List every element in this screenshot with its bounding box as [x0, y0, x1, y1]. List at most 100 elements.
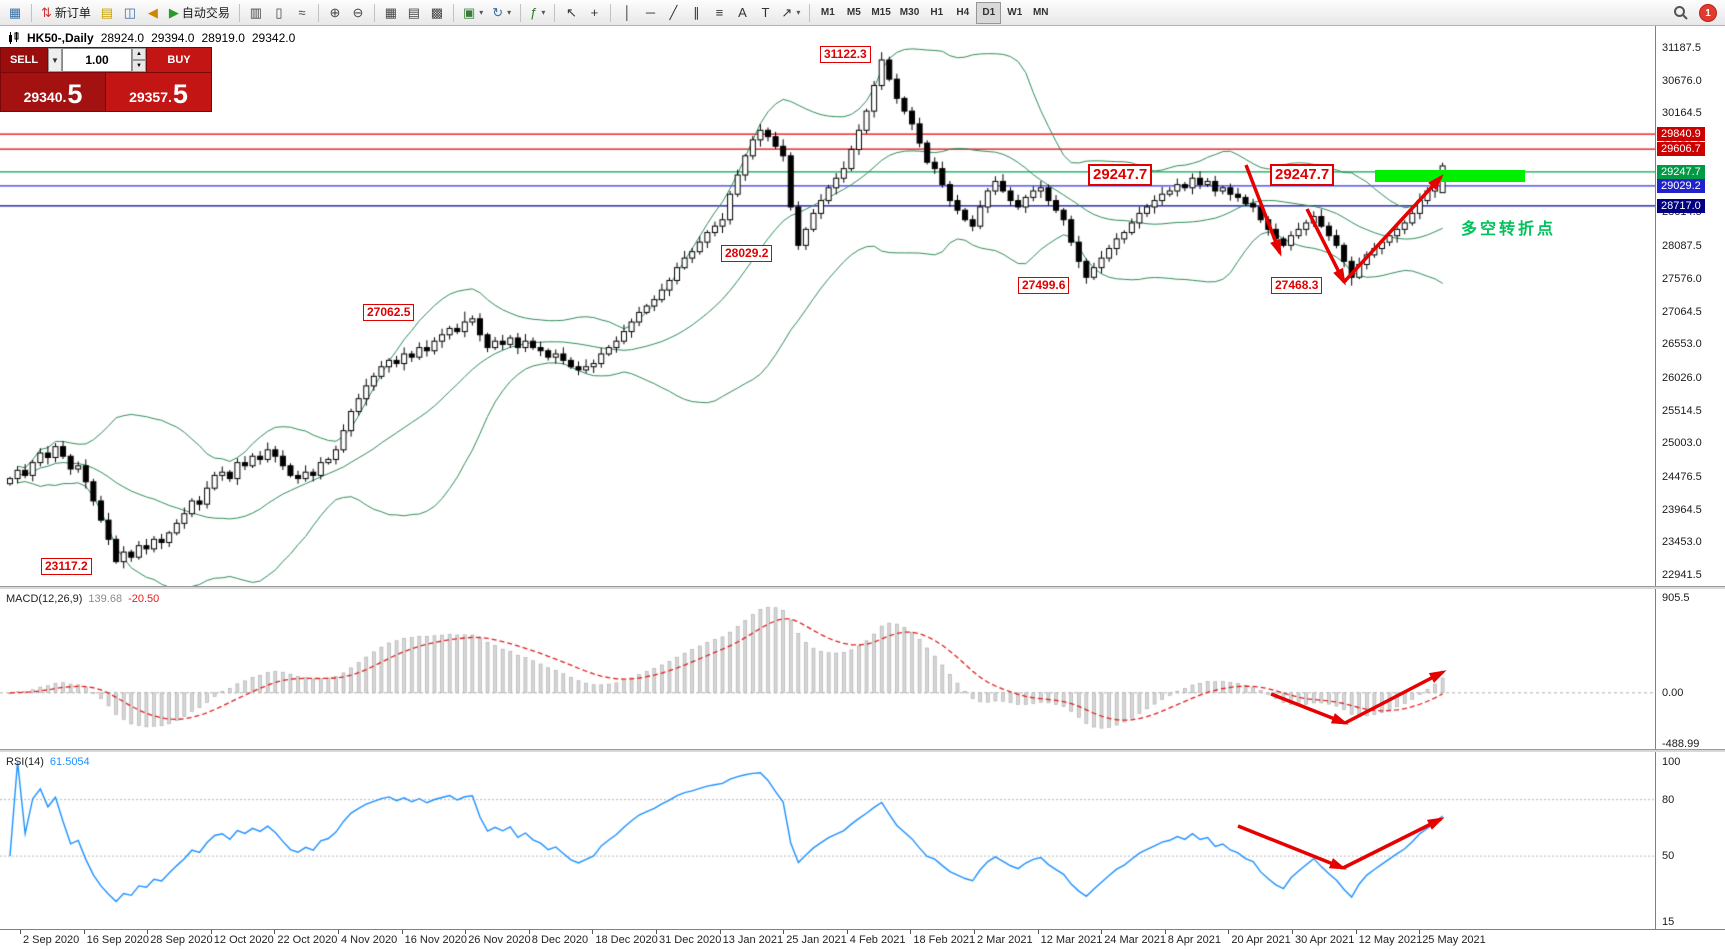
buy-button[interactable]: BUY	[146, 48, 211, 72]
price-scale-tick: 28087.5	[1662, 240, 1702, 253]
auto-trading-button-label: 自动交易	[181, 6, 230, 20]
price-scale-tick: 24476.5	[1662, 470, 1702, 483]
timeframe-h4[interactable]: H4	[950, 2, 975, 24]
auto-trading-button[interactable]: ▶ 自动交易	[165, 2, 234, 24]
horizontal-line-icon[interactable]: ─	[639, 2, 661, 24]
price-annotation-label[interactable]: 31122.3	[820, 46, 871, 63]
time-axis-label: 16 Sep 2020	[86, 934, 149, 946]
price-annotation-label[interactable]: 27468.3	[1271, 277, 1323, 294]
time-axis-tick	[783, 930, 785, 934]
indicators-icon-dropdown: ▾	[541, 8, 546, 17]
one-click-trading-panel: SELL ▼ ▲ ▼ BUY 29340. 5 29357. 5	[0, 47, 212, 112]
vertical-line-icon[interactable]: │	[616, 2, 638, 24]
quote-panel-top-row: SELL ▼ ▲ ▼ BUY	[1, 48, 211, 72]
new-order-button-label: 新订单	[54, 6, 91, 20]
price-scale-tick: 25003.0	[1662, 437, 1702, 450]
time-axis-label: 2 Sep 2020	[23, 934, 80, 946]
macd-label: MACD(12,26,9)	[6, 593, 83, 605]
price-line-tag: 28717.0	[1657, 198, 1705, 213]
new-chart-icon-glyph: ▣	[462, 5, 476, 20]
pane-separator[interactable]	[0, 586, 1725, 589]
sell-button[interactable]: SELL	[1, 48, 48, 72]
price-annotation-label[interactable]: 23117.2	[41, 558, 92, 575]
timeframe-m30[interactable]: M30	[896, 2, 923, 24]
toolbar-right-group: 1	[1673, 0, 1717, 26]
indicators-icon[interactable]: ƒ ▾	[526, 2, 549, 24]
price-annotation-label[interactable]: 29247.7	[1088, 164, 1153, 186]
zoom-out-icon[interactable]: ⊖	[347, 2, 369, 24]
new-order-button[interactable]: ⇅ 新订单	[37, 2, 95, 24]
zoom-out-icon-glyph: ⊖	[352, 5, 364, 20]
toolbar-separator	[809, 3, 811, 22]
timeframe-mn[interactable]: MN	[1028, 2, 1053, 24]
cursor-icon[interactable]: ↖	[560, 2, 582, 24]
bull-bear-turning-point-note[interactable]: 多空转折点	[1461, 221, 1557, 238]
arrange-windows-icon[interactable]: ▩	[426, 2, 448, 24]
rsi-scale-tick: 50	[1662, 850, 1675, 863]
rsi-pane-canvas[interactable]	[0, 752, 1655, 929]
profiles-icon[interactable]: ↻ ▾	[488, 2, 515, 24]
cascade-windows-icon[interactable]: ▤	[403, 2, 425, 24]
market-watch-icon[interactable]: ▤	[96, 2, 118, 24]
candlestick-icon[interactable]: ▯	[268, 2, 290, 24]
price-annotation-label[interactable]: 28029.2	[721, 245, 773, 262]
buy-price[interactable]: 29357. 5	[106, 73, 211, 111]
sell-price-big-digit: 5	[67, 79, 83, 109]
time-axis-tick	[1101, 930, 1103, 934]
price-scale-tick: 25514.5	[1662, 404, 1702, 417]
price-annotation-label[interactable]: 27062.5	[363, 304, 415, 321]
notification-badge[interactable]: 1	[1699, 4, 1717, 22]
search-icon[interactable]	[1673, 5, 1689, 21]
time-axis-label: 12 Mar 2021	[1040, 934, 1103, 946]
time-axis-label: 22 Oct 2020	[277, 934, 338, 946]
price-scale-tick: 31187.5	[1662, 42, 1701, 54]
zoom-in-icon[interactable]: ⊕	[324, 2, 346, 24]
sell-price[interactable]: 29340. 5	[1, 73, 106, 111]
trendline-icon[interactable]: ╱	[662, 2, 684, 24]
announcement-icon[interactable]: ◀	[142, 2, 164, 24]
price-annotation-label[interactable]: 27499.6	[1018, 277, 1070, 294]
line-chart-icon[interactable]: ≈	[291, 2, 313, 24]
bar-chart-icon-glyph: ▥	[249, 5, 263, 20]
ohlc-high: 29394.0	[151, 31, 195, 45]
time-axis-tick	[656, 930, 657, 934]
new-chart-icon[interactable]: ▣ ▾	[459, 2, 487, 24]
text-icon[interactable]: A	[731, 2, 753, 24]
ohlc-low: 28919.0	[201, 31, 245, 45]
macd-scale-tick: 0.00	[1662, 686, 1684, 699]
volume-dropdown[interactable]: ▼	[48, 48, 62, 72]
data-window-icon[interactable]: ◫	[119, 2, 141, 24]
pane-separator[interactable]	[0, 749, 1725, 752]
time-axis-tick	[1037, 930, 1039, 934]
buy-price-big-digit: 5	[172, 79, 188, 109]
time-axis[interactable]: 2 Sep 2020 16 Sep 2020 28 Sep 2020 12 Oct 2…	[0, 929, 1725, 949]
volume-down-button[interactable]: ▼	[132, 60, 146, 72]
arrows-tool-icon[interactable]: ↗ ▾	[777, 2, 804, 24]
fibonacci-icon[interactable]: ≡	[708, 2, 730, 24]
time-axis-tick	[20, 930, 21, 934]
timeframe-m5[interactable]: M5	[841, 2, 866, 24]
vertical-line-icon-glyph: │	[623, 5, 632, 20]
price-scale[interactable]: 31187.530676.030164.529653.029141.528614…	[1655, 26, 1725, 929]
market-watch-icon-glyph: ▤	[100, 5, 114, 20]
volume-up-button[interactable]: ▲	[132, 48, 146, 60]
tile-windows-icon[interactable]: ▦	[380, 2, 402, 24]
text-label-icon[interactable]: T	[754, 2, 776, 24]
price-annotation-label[interactable]: 29247.7	[1270, 164, 1335, 186]
timeframe-m15[interactable]: M15	[867, 2, 894, 24]
price-scale-tick: 22941.5	[1662, 569, 1702, 581]
main-chart-canvas[interactable]	[0, 26, 1655, 586]
timeframe-h1[interactable]: H1	[924, 2, 949, 24]
timeframe-m1[interactable]: M1	[815, 2, 840, 24]
bar-chart-icon[interactable]: ▥	[245, 2, 267, 24]
channel-icon[interactable]: ∥	[685, 2, 707, 24]
timeframe-d1[interactable]: D1	[976, 1, 1002, 24]
chart-window-icon[interactable]: ▦	[4, 2, 26, 24]
crosshair-icon[interactable]: +	[583, 2, 605, 24]
time-axis-label: 31 Dec 2020	[659, 934, 722, 946]
time-axis-tick	[210, 930, 212, 934]
macd-pane-canvas[interactable]	[0, 589, 1655, 749]
volume-input[interactable]	[62, 48, 132, 72]
timeframe-w1[interactable]: W1	[1002, 2, 1027, 24]
